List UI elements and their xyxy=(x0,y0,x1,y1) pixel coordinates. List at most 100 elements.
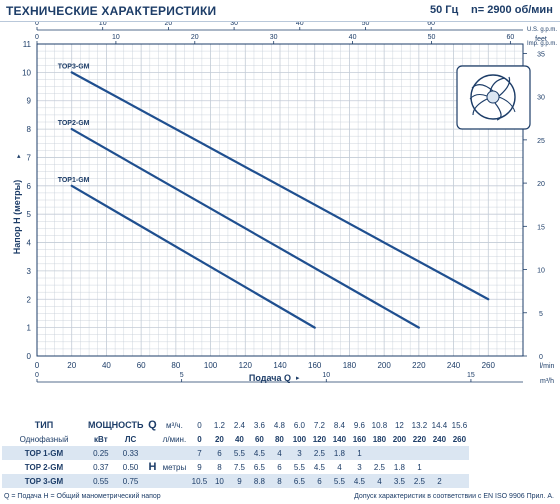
kw-header: кВт xyxy=(94,434,108,444)
x-unit-label: l/min xyxy=(540,363,555,370)
y-tick-label: 2 xyxy=(27,295,32,304)
bottom-axis-tick-label: 15 xyxy=(467,372,475,379)
q-lmin-cell: 260 xyxy=(452,434,467,444)
table-header-row: Однофазный кВт ЛС л/мин. 0 20 40 60 80 100 120 140 1… xyxy=(2,432,469,446)
lmin-unit-label: л/мин. xyxy=(162,434,187,444)
right-axis: 0 5 10 15 20 25 30 35 feet xyxy=(523,36,547,361)
q-m3h-cell: 3.6 xyxy=(253,420,265,430)
y-tick-label: 7 xyxy=(27,153,32,162)
head-value-cell: 8 xyxy=(269,474,290,488)
series-line xyxy=(70,71,490,301)
q-lmin-cell: 240 xyxy=(432,434,447,444)
q-label: Q xyxy=(148,419,157,431)
x-tick-label: 200 xyxy=(377,361,391,370)
head-value-cell: 8 xyxy=(217,462,222,472)
hp-header: ЛС xyxy=(124,434,137,444)
q-lmin-cell: 0 xyxy=(197,434,202,444)
head-value-cell: 8.8 xyxy=(249,474,270,488)
head-value-cell: 4 xyxy=(269,446,290,460)
y-tick-label: 3 xyxy=(27,267,32,276)
table-row: TOP 1-GM 0.25 0.33 7 6 5.5 4.5 4 3 2.5 1.8 1 xyxy=(2,446,470,460)
y2-unit-label: feet xyxy=(535,36,547,43)
kw-cell: 0.25 xyxy=(86,446,116,460)
head-value-cell: 4 xyxy=(337,462,342,472)
h-label: H xyxy=(148,461,157,473)
q-m3h-cell: 12 xyxy=(394,420,404,430)
q-m3h-cell: 0 xyxy=(197,420,202,430)
impeller-icon xyxy=(456,65,531,130)
top-axis-tick-label: 30 xyxy=(270,34,278,41)
top-axis-tick-label: 0 xyxy=(35,22,39,27)
head-value-cell: 10 xyxy=(209,474,230,488)
kw-cell: 0.37 xyxy=(93,462,109,472)
bottom-axis-tick-label: 10 xyxy=(322,372,330,379)
y2-tick-label: 35 xyxy=(537,51,545,58)
top-axis-unit: Imp. g.p.m. xyxy=(527,41,557,47)
head-value-cell: 4.5 xyxy=(349,474,370,488)
spacer-cell xyxy=(159,474,190,488)
spacer-cell xyxy=(145,446,160,460)
x-tick-label: 100 xyxy=(204,361,218,370)
head-value-cell: 7 xyxy=(189,446,210,460)
head-value-cell: 7.5 xyxy=(233,462,245,472)
y2-tick-label: 30 xyxy=(537,95,545,102)
top-axes: 0 10 20 30 40 50 60 U.S. g.p.m. 0 10 20 30 40 50 60 Imp… xyxy=(35,22,557,47)
top-axis-tick-label: 10 xyxy=(99,22,107,27)
x-tick-label: 260 xyxy=(482,361,496,370)
head-value-cell: 9 xyxy=(229,474,250,488)
head-value-cell xyxy=(449,474,470,488)
top-axis-tick-label: 0 xyxy=(35,34,39,41)
bottom-axis-unit: m³/h xyxy=(540,378,554,385)
q-lmin-cell: 80 xyxy=(274,434,284,444)
top-axis-tick-label: 60 xyxy=(506,34,514,41)
phase-label: Однофазный xyxy=(19,434,69,444)
bottom-axis-tick-label: 5 xyxy=(180,372,184,379)
x-tick-label: 80 xyxy=(171,361,180,370)
head-value-cell: 5.5 xyxy=(329,474,350,488)
x-tick-label: 0 xyxy=(35,361,40,370)
head-value-cell: 6 xyxy=(209,446,230,460)
kw-cell: 0.55 xyxy=(86,474,116,488)
pump-type-cell: TOP 2-GM xyxy=(24,462,64,472)
top-axis-tick-label: 40 xyxy=(296,22,304,27)
top-axis-tick-label: 30 xyxy=(230,22,238,27)
x-axis-label: Подача Q xyxy=(249,373,291,383)
q-m3h-cell: 13.2 xyxy=(411,420,428,430)
x-tick-label: 180 xyxy=(343,361,357,370)
footer-note: Допуск характеристик в соответствии с EN… xyxy=(354,493,554,500)
bottom-axis: 0 20 40 60 80 100 120 140 160 180 200 220 240 260 l/mi… xyxy=(35,361,555,385)
q-m3h-cell: 2.4 xyxy=(233,420,245,430)
speed-label: n= 2900 об/мин xyxy=(471,4,553,16)
y2-tick-label: 15 xyxy=(537,224,545,231)
head-value-cell: 6.5 xyxy=(289,474,310,488)
pump-type-cell: TOP 1-GM xyxy=(2,446,86,460)
head-value-cell: 6 xyxy=(277,462,282,472)
q-lmin-cell: 160 xyxy=(352,434,367,444)
col-power-header: МОЩНОСТЬ xyxy=(88,420,144,430)
head-value-cell: 5.5 xyxy=(229,446,250,460)
q-lmin-cell: 180 xyxy=(372,434,387,444)
top-axis-tick-label: 60 xyxy=(427,22,435,27)
table-row: TOP 3-GM 0.55 0.75 10.5 10 9 8.8 8 6.5 6 5.5 4.5 4 3.… xyxy=(2,474,470,488)
y2-tick-label: 5 xyxy=(539,311,543,318)
head-value-cell xyxy=(429,446,450,460)
q-lmin-cell: 60 xyxy=(254,434,264,444)
spacer-cell xyxy=(145,474,160,488)
pump-curve-chart: 0 10 20 30 40 50 60U.S. g.p.m.0 10 20 30 40 50 60Imp… xyxy=(12,22,557,385)
head-value-cell: 1 xyxy=(417,462,422,472)
head-value-cell xyxy=(369,446,390,460)
header-bar: ТЕХНИЧЕСКИЕ ХАРАКТЕРИСТИКИ 50 Гц n= 2900… xyxy=(0,0,560,22)
head-value-cell: 9 xyxy=(197,462,202,472)
head-value-cell: 6 xyxy=(309,474,330,488)
x-tick-label: 120 xyxy=(239,361,253,370)
q-lmin-cell: 120 xyxy=(312,434,327,444)
head-value-cell: 10.5 xyxy=(189,474,210,488)
pump-type-cell: TOP 3-GM xyxy=(2,474,86,488)
head-value-cell: 2 xyxy=(429,474,450,488)
top-axis-tick-label: 50 xyxy=(362,22,370,27)
x-tick-label: 40 xyxy=(102,361,111,370)
q-lmin-cell: 20 xyxy=(214,434,224,444)
head-value-cell xyxy=(449,446,470,460)
